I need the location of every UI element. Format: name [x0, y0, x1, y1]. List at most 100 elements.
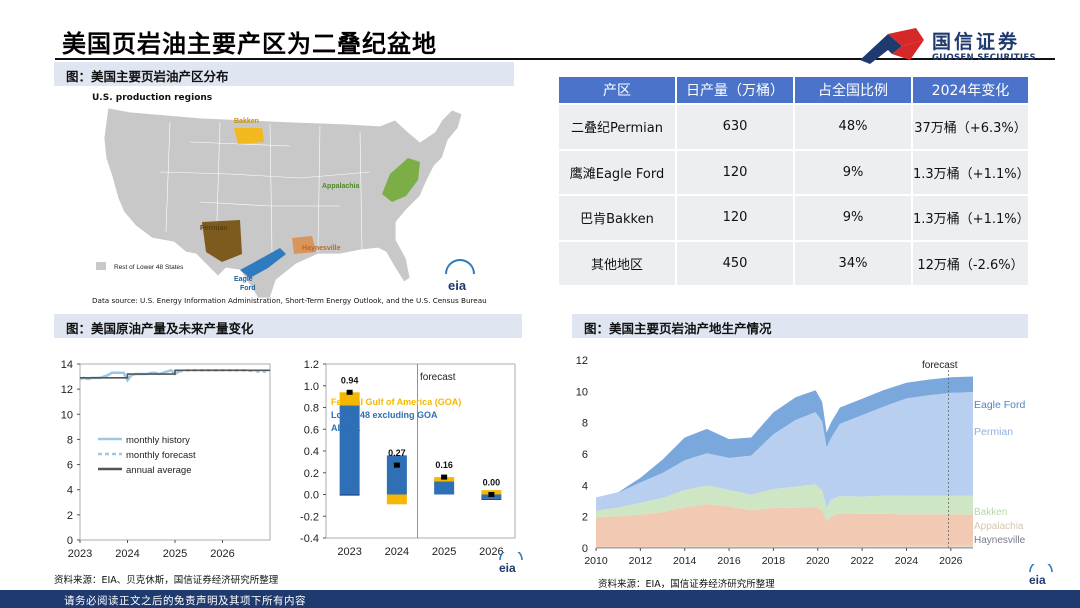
x-tick-label: 2026: [210, 548, 234, 560]
table-row: 其他地区 450 34% 12万桶（-2.6%）: [559, 241, 1028, 285]
x-tick-label: 2014: [673, 555, 697, 567]
series-annual-average: [80, 369, 270, 379]
series-label-permian: Permian: [974, 426, 1013, 438]
source-right: 资料来源：EIA，国信证券经济研究所整理: [598, 579, 775, 590]
y-tick-label: 8: [67, 434, 73, 446]
y-tick-label: 2: [67, 510, 73, 522]
forecast-annotation: forecast: [922, 360, 958, 371]
x-tick-label: 2018: [762, 555, 786, 567]
company-logo: 国信证券 GUOSEN SECURITIES: [858, 24, 1058, 66]
map-label-permian: Permian: [200, 225, 228, 232]
y-tick-label: 0: [67, 535, 73, 547]
data-label: 0.00: [483, 478, 501, 488]
map-label-bakken: Bakken: [234, 118, 259, 125]
area-permian: [596, 392, 973, 511]
x-tick-label: 2023: [337, 546, 361, 558]
page-title: 美国页岩油主要产区为二叠纪盆地: [62, 30, 437, 58]
table-cell: 34%: [795, 241, 911, 285]
logo-name-en: GUOSEN SECURITIES: [932, 53, 1036, 63]
shale-region-chart: 0 2 4 6 8 10 12 2010 2012 2014 2016 2018 2020 2022 202…: [576, 355, 1026, 567]
legend-label: Federal Gulf of America (GOA): [331, 397, 461, 407]
title-divider: [55, 58, 1055, 60]
permian-region: [202, 220, 242, 262]
y-tick-label: 0.0: [304, 490, 319, 502]
series-label-haynesville: Haynesville: [974, 535, 1026, 546]
us-production-map: Bakken Appalachia Permian Haynesville Ea…: [96, 107, 475, 299]
production-section-title: 图：美国原油产量及未来产量变化: [54, 314, 522, 338]
forecast-annotation: forecast: [420, 372, 456, 383]
svg-text:eia: eia: [1029, 573, 1046, 586]
x-tick-label: 2026: [479, 546, 503, 558]
bar-segment-lower48: [434, 481, 455, 495]
bar-segment-lower48: [339, 405, 360, 495]
x-tick-label: 2016: [717, 555, 741, 567]
production-table: 产区 日产量（万桶） 占全国比例 2024年变化 二叠纪Permian 630 …: [557, 75, 1030, 287]
y-tick-label: 14: [61, 359, 73, 371]
map-heading: U.S. production regions: [92, 93, 213, 103]
y-tick-label: 1.0: [304, 381, 319, 393]
bar-segment-goa: [386, 494, 407, 505]
y-tick-label: 0.4: [304, 446, 319, 458]
legend-label: monthly history: [126, 435, 190, 446]
eia-logo-icon: eia: [445, 259, 475, 293]
bar-segment-goa: [339, 392, 360, 406]
x-tick-label: 2026: [939, 555, 963, 567]
y-tick-label: 0: [582, 543, 588, 555]
y-tick-label: 4: [582, 480, 588, 492]
data-label: 0.16: [435, 460, 453, 470]
table-cell: 630: [677, 105, 793, 149]
map-source: Data source: U.S. Energy Information Adm…: [92, 296, 487, 305]
map-label-appalachia: Appalachia: [322, 183, 359, 190]
map-label-ford: Ford: [240, 285, 256, 292]
haynesville-region: [292, 236, 316, 254]
regions-section-title: 图：美国主要页岩油产地生产情况: [572, 314, 1028, 338]
data-label: 0.27: [388, 448, 406, 458]
table-cell: 120: [677, 196, 793, 240]
area-appalachia: [596, 545, 973, 548]
data-label: 0.94: [341, 375, 359, 385]
y-tick-label: 0.2: [304, 468, 319, 480]
bar-segment-lower48: [386, 455, 407, 495]
area-eagle-ford-base: [596, 504, 973, 547]
appalachia-region: [382, 158, 420, 202]
area-bakken: [596, 484, 973, 522]
legend-label: annual average: [126, 465, 192, 476]
table-cell: 450: [677, 241, 793, 285]
legend-label: monthly forecast: [126, 450, 196, 461]
x-tick-label: 2010: [584, 555, 608, 567]
total-marker: [441, 474, 448, 480]
y-tick-label: 4: [67, 485, 73, 497]
x-tick-label: 2025: [163, 548, 187, 560]
y-tick-label: 8: [582, 418, 588, 430]
table-cell: 12万桶（-2.6%）: [913, 241, 1028, 285]
x-tick-label: 2023: [68, 548, 92, 560]
table-header-cell: 产区: [559, 77, 675, 103]
source-left: 资料来源：EIA、贝克休斯，国信证券经济研究所整理: [54, 575, 279, 586]
y-tick-label: 1.2: [304, 359, 319, 371]
eia-logo-icon: eia: [499, 552, 523, 574]
table-header-row: 产区 日产量（万桶） 占全国比例 2024年变化: [559, 77, 1028, 103]
table-cell: 1.3万桶（+1.1%）: [913, 150, 1030, 194]
y-tick-label: -0.2: [300, 511, 319, 523]
map-label-haynesville: Haynesville: [302, 245, 341, 252]
chart-legend: Federal Gulf of America (GOA) Lower 48 e…: [331, 397, 461, 433]
table-cell: 鹰滩Eagle Ford: [559, 150, 675, 194]
map-label-eagle: Eagle: [234, 276, 253, 283]
footer-text: 请务必阅读正文之后的免责声明及其项下所有内容: [64, 595, 306, 607]
table-cell: 1.3万桶（+1.1%）: [913, 196, 1030, 240]
y-tick-label: 6: [67, 460, 73, 472]
production-change-chart: -0.4 -0.2 0.0 0.2 0.4 0.6 0.8 1.0 1.2 2023 2024 202…: [300, 359, 516, 558]
bar-segment-alaska: [481, 498, 502, 500]
table-row: 鹰滩Eagle Ford 120 9% 1.3万桶（+1.1%）: [559, 150, 1030, 194]
bar-segment-alaska: [339, 494, 360, 496]
svg-text:eia: eia: [448, 278, 467, 293]
area-eagle-ford: [596, 376, 973, 498]
legend-swatch-other: [96, 262, 106, 270]
legend-label-other: Rest of Lower 48 States: [114, 264, 184, 271]
y-tick-label: 12: [61, 384, 73, 396]
bakken-region: [234, 128, 264, 144]
table-cell: 37万桶（+6.3%）: [913, 105, 1028, 149]
table-cell: 9%: [795, 150, 911, 194]
x-tick-label: 2024: [385, 546, 409, 558]
eia-logo-icon: eia: [1029, 564, 1053, 586]
